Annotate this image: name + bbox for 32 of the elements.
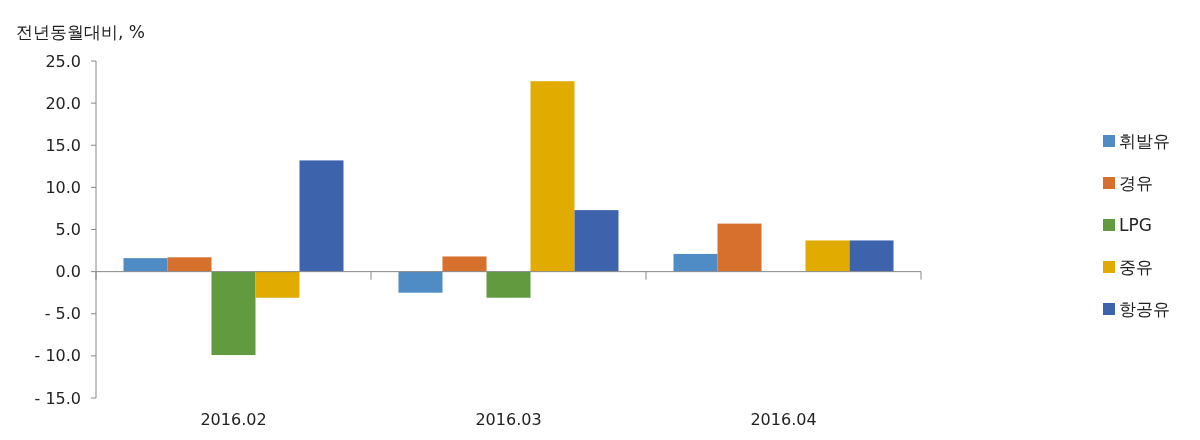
- legend-label: 항공유: [1119, 298, 1170, 319]
- y-tick-label: - 10.0: [34, 346, 81, 366]
- y-tick-label: - 5.0: [44, 304, 81, 324]
- bar: [442, 256, 487, 272]
- bar: [849, 240, 894, 272]
- y-tick-label: 10.0: [45, 177, 81, 197]
- bar: [486, 271, 531, 298]
- bar: [299, 160, 344, 272]
- y-tick-label: 25.0: [45, 51, 81, 71]
- bar: [673, 253, 718, 272]
- y-tick-label: 5.0: [55, 220, 81, 240]
- y-tick-label: - 15.0: [34, 388, 81, 408]
- y-tick-label: 0.0: [55, 262, 81, 282]
- bar: [805, 240, 850, 272]
- legend-label: 휘발유: [1119, 130, 1170, 151]
- y-tick-label: 20.0: [45, 93, 81, 113]
- legend-label: 경유: [1119, 172, 1153, 193]
- bar: [574, 210, 619, 272]
- y-axis-title: 전년동월대비, %: [16, 22, 145, 42]
- bar: [530, 81, 575, 272]
- x-tick-label: 2016.04: [750, 410, 817, 429]
- y-tick-label: 15.0: [45, 135, 81, 155]
- legend-label: 중유: [1119, 256, 1153, 277]
- bar: [255, 271, 300, 298]
- bar: [167, 257, 212, 272]
- bar: [717, 223, 762, 272]
- legend-label: LPG: [1119, 214, 1152, 235]
- x-tick-label: 2016.03: [475, 410, 542, 429]
- x-tick-label: 2016.02: [200, 410, 267, 429]
- bar: [211, 271, 256, 356]
- bar: [398, 271, 443, 293]
- bar: [123, 258, 168, 272]
